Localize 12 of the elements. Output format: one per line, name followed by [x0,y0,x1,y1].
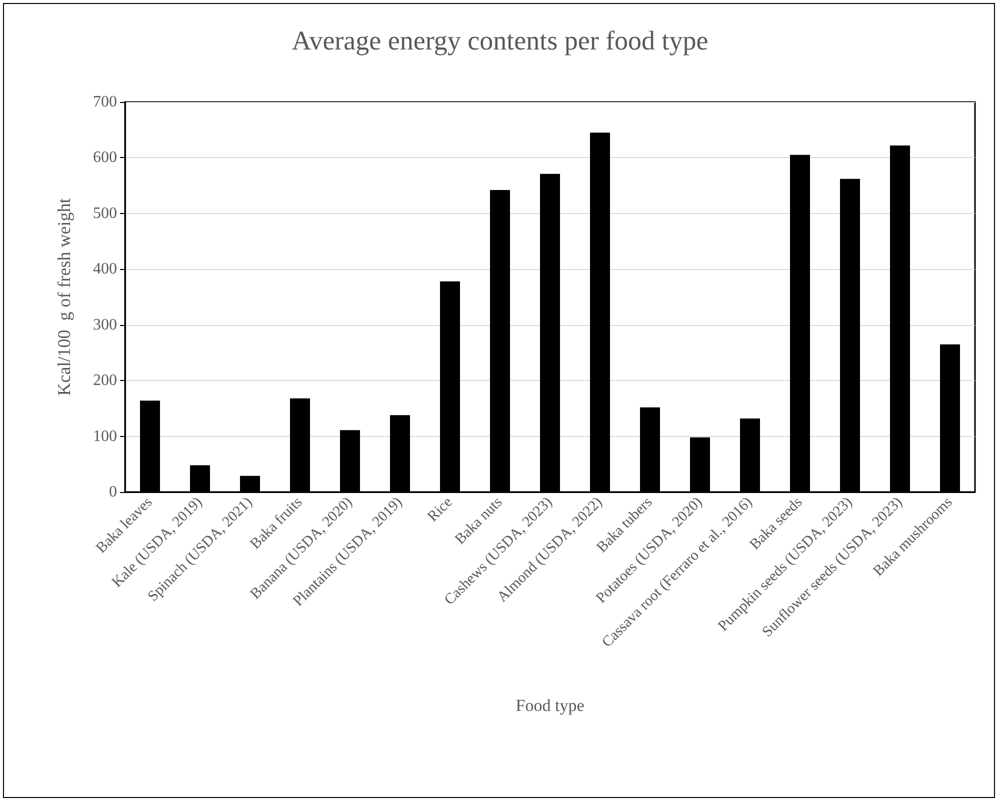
y-tick-label: 700 [93,94,117,110]
y-tick-label: 200 [93,372,117,390]
y-tick-label: 500 [93,204,117,222]
y-tick-label: 300 [93,316,117,334]
chart-title: Average energy contents per food type [292,26,708,56]
y-tick-label: 0 [109,484,117,500]
y-tick-label: 400 [93,260,117,278]
x-tick-label: Rice [424,494,456,526]
x-axis-title: Food type [516,696,584,715]
y-tick-label: 100 [93,428,117,445]
y-tick-label: 600 [93,149,117,166]
y-axis-title: Kcal/100 g of fresh weight [54,198,74,396]
